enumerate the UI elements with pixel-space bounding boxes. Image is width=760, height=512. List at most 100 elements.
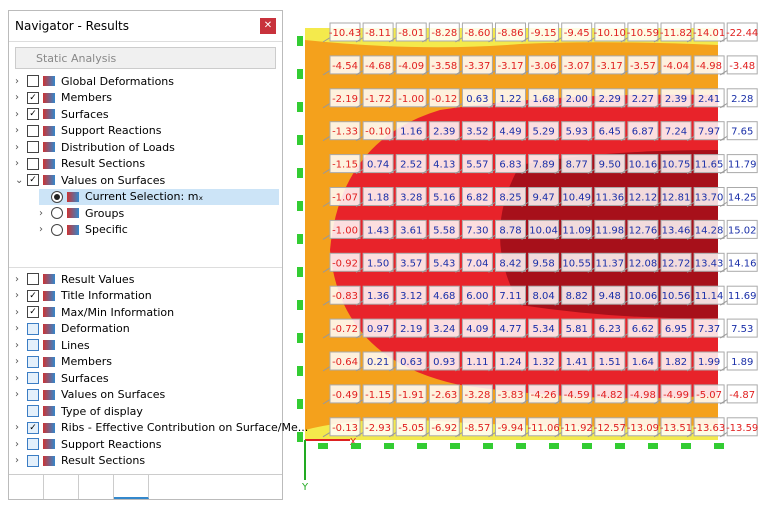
tree-item[interactable]: › Surfaces (15, 370, 109, 386)
value-label: 6.23 (599, 324, 621, 335)
icon (43, 373, 55, 383)
value-box (329, 252, 361, 272)
value-label: 3.12 (400, 291, 422, 302)
value-box (495, 219, 526, 239)
value-box (461, 22, 493, 42)
checkbox[interactable]: ✓ (27, 289, 39, 302)
checkbox[interactable] (27, 124, 39, 137)
radio[interactable] (51, 223, 63, 236)
value-label: 2.27 (632, 94, 654, 105)
value-box (495, 154, 526, 174)
expander: › (15, 356, 19, 367)
value-box (627, 252, 659, 272)
value-box (726, 88, 758, 108)
value-box (395, 252, 427, 272)
tree-item[interactable]: › Support Reactions (15, 123, 162, 139)
value-box (362, 219, 394, 239)
tree-item[interactable]: › Result Sections (15, 156, 145, 172)
tree-item[interactable]: › ✓ Max/Min Information (15, 304, 174, 320)
value-box (461, 121, 493, 141)
tree-item[interactable]: › Groups (39, 205, 124, 221)
expander: › (15, 108, 19, 120)
value-label: -1.33 (332, 127, 358, 138)
checkbox[interactable] (27, 322, 39, 335)
checkbox[interactable]: ✓ (27, 91, 39, 104)
item-label: Members (61, 91, 112, 104)
checkbox[interactable]: ✓ (27, 108, 39, 120)
value-box (461, 384, 493, 404)
value-box (395, 88, 427, 108)
tree-item[interactable]: › Deformation (15, 321, 130, 337)
radio[interactable] (51, 190, 63, 203)
checkbox[interactable] (27, 454, 39, 467)
expander: › (15, 339, 19, 351)
value-box (362, 187, 394, 206)
value-label: -4.09 (398, 61, 424, 72)
value-box (594, 22, 626, 42)
value-label: -5.07 (696, 390, 722, 401)
checkbox[interactable] (27, 273, 39, 285)
checkbox[interactable]: ✓ (27, 421, 39, 434)
checkbox[interactable] (27, 75, 39, 87)
checkbox[interactable] (27, 157, 39, 170)
tree-item[interactable]: › Result Values (15, 271, 134, 287)
tab[interactable] (79, 475, 114, 499)
checkbox[interactable] (27, 372, 39, 384)
icon (43, 76, 55, 86)
checkbox[interactable] (27, 355, 39, 368)
tree-item[interactable]: › ✓ Title Information (15, 288, 152, 304)
checkbox[interactable] (27, 339, 39, 351)
item-label: Current Selection: mₓ (85, 190, 204, 203)
value-box (395, 22, 427, 42)
checkbox[interactable]: ✓ (27, 306, 39, 318)
value-label: 7.97 (698, 127, 720, 138)
tab[interactable] (44, 475, 79, 499)
tree-item[interactable]: › Distribution of Loads (15, 139, 175, 155)
value-box (362, 88, 394, 108)
value-label: 2.19 (400, 324, 422, 335)
value-label: 7.11 (499, 291, 521, 302)
checkbox[interactable] (27, 388, 39, 401)
support (516, 443, 526, 449)
checkbox[interactable] (27, 438, 39, 450)
icon (43, 142, 55, 152)
value-box (329, 121, 361, 141)
tree-item[interactable]: › Members (15, 354, 112, 370)
separator (9, 267, 282, 268)
value-label: -2.93 (365, 423, 391, 434)
tree-item[interactable]: › ✓ Ribs - Effective Contribution on Surfa… (15, 420, 308, 436)
value-box (693, 187, 725, 206)
tree-item[interactable]: › Global Deformations (15, 73, 174, 89)
tree-item[interactable]: › Result Sections (15, 453, 145, 469)
close-button[interactable]: ✕ (260, 18, 276, 34)
dropdown[interactable]: Static Analysis (15, 47, 276, 69)
value-box (495, 318, 526, 338)
value-label: 13.70 (695, 193, 724, 204)
value-box (461, 318, 493, 338)
tab[interactable] (9, 475, 44, 499)
checkbox[interactable] (27, 141, 39, 153)
tree-item[interactable]: › Support Reactions (15, 436, 162, 452)
value-label: -8.57 (464, 423, 490, 434)
expander: › (15, 389, 19, 400)
checkbox[interactable]: ✓ (27, 174, 39, 186)
value-box (561, 88, 593, 108)
tree-item[interactable]: ⌄ ✓ Values on Surfaces (15, 172, 165, 188)
tab[interactable] (114, 475, 149, 499)
radio[interactable] (51, 207, 63, 219)
tree-item[interactable]: › Values on Surfaces (15, 387, 165, 403)
tree-item[interactable]: › Specific (39, 222, 128, 238)
tree-item[interactable]: Current Selection: mₓ (39, 188, 279, 205)
value-label: 8.04 (532, 291, 554, 302)
tree-item[interactable]: › ✓ Members (15, 90, 112, 106)
tree-item[interactable]: Type of display (15, 403, 143, 419)
tree-item[interactable]: › ✓ Surfaces (15, 106, 109, 122)
support (450, 443, 460, 449)
value-label: 1.16 (400, 127, 422, 138)
tree-item[interactable]: › Lines (15, 337, 90, 353)
value-label: 6.87 (632, 127, 654, 138)
value-box (495, 285, 526, 305)
support (681, 443, 691, 449)
value-label: 10.06 (629, 291, 658, 302)
checkbox[interactable] (27, 405, 39, 417)
